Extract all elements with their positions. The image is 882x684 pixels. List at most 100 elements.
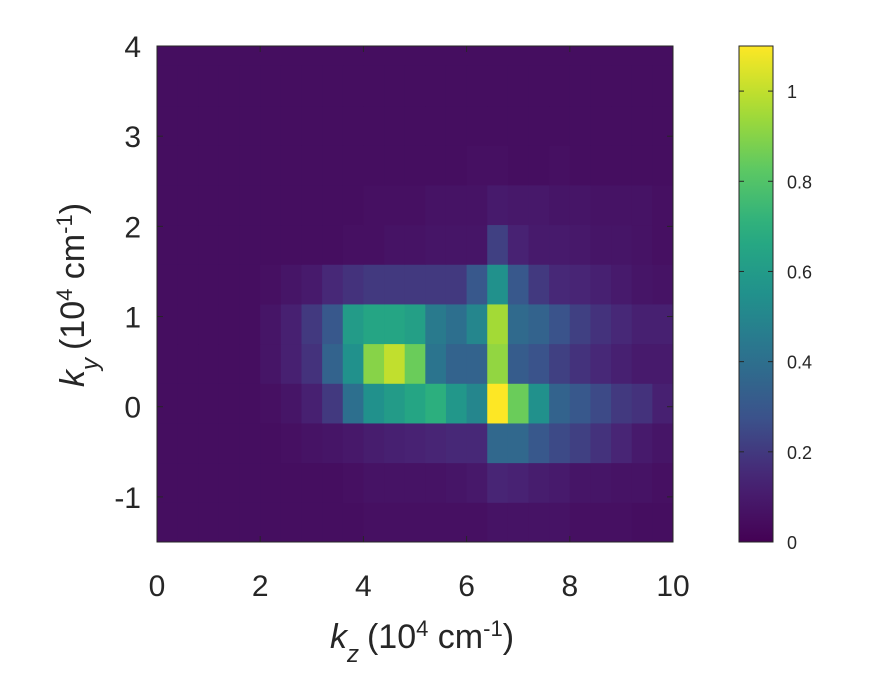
heatmap-cell: [611, 184, 633, 226]
heatmap-cell: [218, 65, 241, 107]
x-axis-ticks: 0 2 4 6 8 10: [149, 46, 690, 603]
heatmap-cell: [384, 383, 406, 424]
heatmap-cell: [198, 343, 220, 384]
x-tick-label: 2: [252, 570, 269, 603]
heatmap-cell: [198, 105, 220, 146]
heatmap-cell: [507, 224, 530, 265]
heatmap-cell: [404, 184, 426, 226]
y-axis-title: ky(104 cm-1): [52, 203, 104, 387]
heatmap-cell: [157, 184, 179, 226]
heatmap-cell: [280, 264, 302, 305]
heatmap-cell: [239, 145, 261, 186]
heatmap-cell: [177, 462, 199, 503]
heatmap-cell: [239, 343, 261, 384]
heatmap-cell: [384, 264, 406, 305]
heatmap-cell: [569, 502, 591, 543]
heatmap-cell: [301, 65, 323, 107]
heatmap-cell: [466, 303, 488, 345]
heatmap-cell: [342, 303, 364, 345]
heatmap-cell: [631, 264, 653, 305]
heatmap-cell: [652, 502, 674, 543]
heatmap-cell: [549, 184, 571, 226]
heatmap-cell: [528, 422, 550, 464]
heatmap-cell: [404, 65, 426, 107]
heatmap-cell: [157, 65, 179, 107]
heatmap-cell: [260, 502, 282, 543]
heatmap-cell: [363, 264, 385, 305]
x-tick-label: 0: [149, 570, 166, 603]
heatmap-cell: [652, 65, 674, 107]
heatmap-cell: [445, 105, 468, 146]
heatmap-cell: [549, 422, 571, 464]
y-tick-label: 4: [124, 31, 141, 64]
heatmap-cell: [280, 303, 302, 345]
heatmap-cell: [260, 264, 282, 305]
heatmap-cell: [384, 145, 406, 186]
heatmap-cell: [590, 105, 612, 146]
heatmap-cell: [198, 422, 220, 464]
heatmap-cell: [301, 303, 323, 345]
heatmap-cell: [177, 383, 199, 424]
heatmap-cell: [569, 343, 591, 384]
heatmap-cell: [487, 462, 509, 503]
heatmap-cell: [384, 65, 406, 107]
colorbar-tick-label: 0.6: [787, 262, 812, 282]
x-tick-label: 4: [355, 570, 372, 603]
heatmap-cell: [611, 343, 633, 384]
heatmap-cell: [487, 65, 509, 107]
heatmap-cell: [301, 422, 323, 464]
heatmap-cell: [404, 343, 426, 384]
heatmap-cell: [157, 383, 179, 424]
heatmap-cell: [507, 105, 530, 146]
heatmap-cell: [177, 105, 199, 146]
heatmap-cell: [280, 422, 302, 464]
colorbar-tick-label: 0.2: [787, 443, 812, 463]
heatmap-cell: [177, 303, 199, 345]
heatmap-cell: [590, 502, 612, 543]
heatmap-cell: [301, 502, 323, 543]
heatmap-cell: [631, 145, 653, 186]
heatmap-cell: [322, 343, 344, 384]
heatmap-cell: [425, 184, 447, 226]
heatmap-cell: [157, 502, 179, 543]
heatmap-cell: [445, 224, 468, 265]
heatmap-cell: [590, 184, 612, 226]
heatmap-cell: [466, 65, 488, 107]
plot-frame: [156, 45, 674, 543]
heatmap-cell: [590, 343, 612, 384]
heatmap-cell: [611, 224, 633, 265]
heatmap-cell: [652, 264, 674, 305]
heatmap-cell: [218, 422, 241, 464]
heatmap-cell: [549, 145, 571, 186]
heatmap-cell: [342, 383, 364, 424]
heatmap-cell: [611, 383, 633, 424]
heatmap-cell: [652, 303, 674, 345]
heatmap-cell: [590, 145, 612, 186]
heatmap-cell: [652, 383, 674, 424]
heatmap-cell: [177, 264, 199, 305]
heatmap-cell: [384, 462, 406, 503]
heatmap-cell: [425, 224, 447, 265]
heatmap-cell: [507, 383, 530, 424]
heatmap-cell: [177, 224, 199, 265]
heatmap-cell: [445, 343, 468, 384]
heatmap-cell: [425, 462, 447, 503]
heatmap-cell: [404, 383, 426, 424]
heatmap-cell: [404, 502, 426, 543]
heatmap-cell: [260, 343, 282, 384]
heatmap-cell: [631, 502, 653, 543]
heatmap-cell: [260, 224, 282, 265]
heatmap-cell: [260, 145, 282, 186]
heatmap-cell: [363, 105, 385, 146]
heatmap-cell: [549, 224, 571, 265]
heatmap-cell: [611, 264, 633, 305]
heatmap-cell: [363, 502, 385, 543]
heatmap-cell: [487, 383, 509, 424]
heatmap-cell: [280, 65, 302, 107]
heatmap-cell: [342, 264, 364, 305]
heatmap-cell: [631, 105, 653, 146]
heatmap-cell: [569, 303, 591, 345]
heatmap-cell: [425, 383, 447, 424]
heatmap-cell: [631, 422, 653, 464]
heatmap-cell: [342, 145, 364, 186]
